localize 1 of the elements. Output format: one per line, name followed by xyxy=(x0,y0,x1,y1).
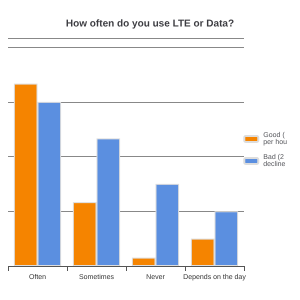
chart-title: How often do you use LTE or Data? xyxy=(66,18,234,30)
